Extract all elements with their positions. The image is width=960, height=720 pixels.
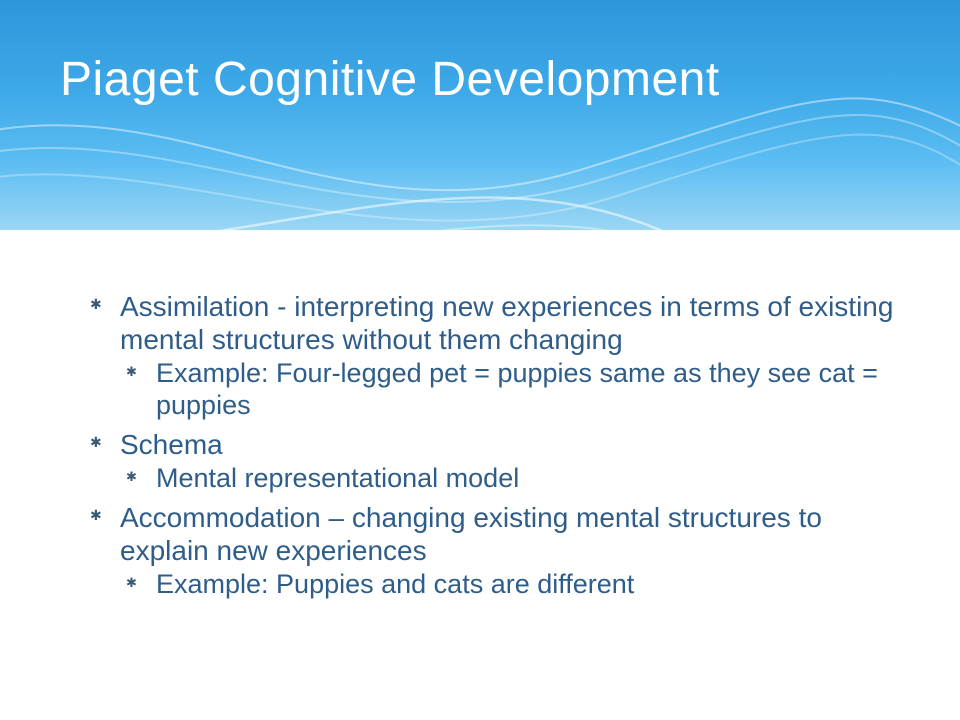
bullet-level1: Assimilation - interpreting new experien… bbox=[90, 290, 900, 356]
bullet-level2: Example: Puppies and cats are different bbox=[126, 569, 900, 601]
slide: Piaget Cognitive Development Assimilatio… bbox=[0, 0, 960, 720]
slide-body: Assimilation - interpreting new experien… bbox=[90, 290, 900, 607]
bullet-level1: Accommodation – changing existing mental… bbox=[90, 501, 900, 567]
bullet-level2: Mental representational model bbox=[126, 463, 900, 495]
slide-title: Piaget Cognitive Development bbox=[60, 52, 920, 107]
header-gradient bbox=[0, 0, 960, 230]
slide-header: Piaget Cognitive Development bbox=[0, 0, 960, 230]
bullet-list: Assimilation - interpreting new experien… bbox=[90, 290, 900, 601]
bullet-level1: Schema bbox=[90, 428, 900, 461]
bullet-level2: Example: Four-legged pet = puppies same … bbox=[126, 358, 900, 422]
